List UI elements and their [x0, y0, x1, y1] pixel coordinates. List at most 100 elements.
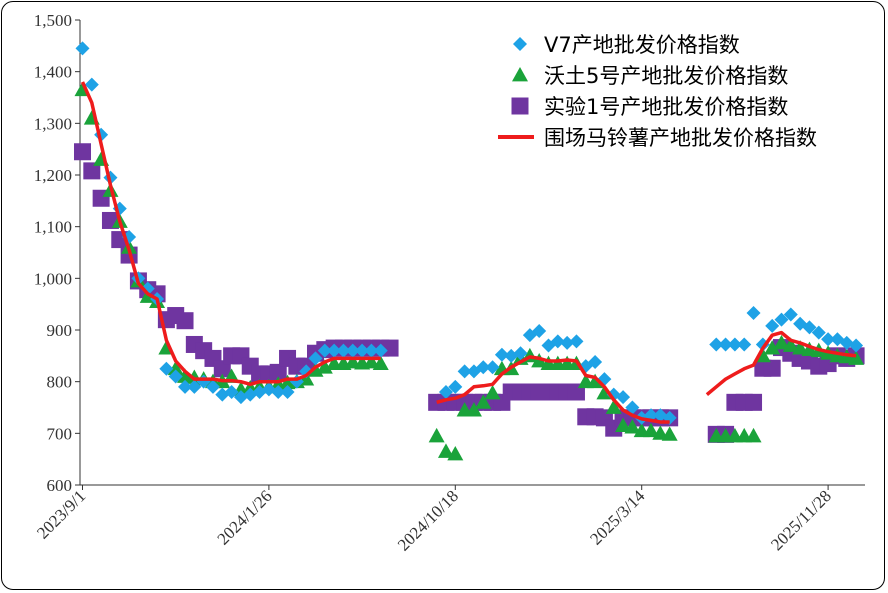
- data-point: [345, 343, 360, 358]
- data-point: [588, 355, 603, 370]
- data-point: [587, 373, 604, 389]
- data-point: [224, 385, 239, 399]
- data-point: [205, 379, 220, 394]
- data-point: [569, 334, 584, 349]
- x-tick-label: 2024/10/18: [394, 486, 462, 554]
- data-point: [438, 385, 453, 399]
- legend-swatch: [511, 97, 529, 115]
- data-point: [316, 359, 333, 374]
- data-point: [849, 338, 864, 353]
- data-point: [513, 346, 528, 361]
- data-point: [625, 400, 640, 415]
- y-tick-label: 1,100: [34, 218, 72, 237]
- chart-marks: [74, 41, 865, 461]
- y-tick-label: 1,500: [34, 11, 72, 30]
- data-point: [792, 340, 809, 355]
- y-tick-label: 800: [47, 373, 73, 392]
- data-point: [494, 347, 509, 362]
- data-point: [821, 332, 836, 347]
- data-point: [763, 359, 781, 377]
- series-line-segment: [705, 330, 857, 396]
- data-point: [317, 343, 332, 358]
- legend-swatch: [512, 67, 528, 82]
- data-point: [83, 162, 101, 180]
- data-point: [75, 41, 90, 56]
- legend: V7产地批发价格指数沃土5号产地批发价格指数实验1号产地批发价格指数围场马铃薯产…: [498, 33, 817, 150]
- data-point: [848, 350, 865, 365]
- data-point: [308, 351, 323, 366]
- legend-swatch: [513, 37, 527, 51]
- legend-label: 围场马铃薯产地批发价格指数: [544, 126, 817, 150]
- data-point: [765, 318, 780, 333]
- y-tick-label: 600: [47, 476, 73, 495]
- data-point: [437, 443, 454, 458]
- data-point: [363, 354, 380, 369]
- data-point: [773, 334, 790, 350]
- data-point: [782, 337, 799, 352]
- y-tick-label: 1,300: [34, 114, 72, 133]
- y-tick-label: 1,200: [34, 166, 72, 185]
- y-tick-label: 1,000: [34, 269, 72, 288]
- data-point: [187, 379, 202, 394]
- data-point: [355, 343, 370, 358]
- data-point: [159, 361, 174, 376]
- data-point: [74, 143, 91, 161]
- data-point: [243, 387, 258, 402]
- data-point: [178, 379, 193, 394]
- data-point: [802, 320, 817, 335]
- data-point: [643, 422, 660, 438]
- data-point: [327, 343, 342, 358]
- series-line-segment: [80, 81, 381, 387]
- data-point: [447, 446, 464, 461]
- data-point: [615, 417, 632, 432]
- data-point: [783, 307, 798, 322]
- data-point: [448, 379, 463, 394]
- data-point: [269, 363, 287, 381]
- data-point: [774, 312, 789, 327]
- data-point: [299, 364, 314, 379]
- data-point: [718, 337, 733, 352]
- data-point: [168, 369, 183, 384]
- data-point: [428, 427, 445, 443]
- data-point: [457, 364, 472, 379]
- axes: 600 700 800 900 1,000 1,100 1,200 1,300 1,400 1,5…: [33, 11, 865, 555]
- x-tick-label: 2024/1/26: [214, 486, 276, 548]
- data-point: [560, 335, 575, 350]
- data-point: [213, 360, 231, 378]
- y-tick-label: 1,400: [34, 63, 72, 82]
- x-tick-label: 2025/3/14: [586, 486, 649, 549]
- data-point: [745, 427, 762, 443]
- legend-label: V7产地批发价格指数: [544, 33, 740, 57]
- data-point: [616, 390, 631, 405]
- data-point: [485, 360, 500, 375]
- data-point: [280, 385, 295, 399]
- data-point: [84, 77, 99, 92]
- data-point: [484, 385, 501, 400]
- data-point: [465, 402, 482, 417]
- legend-label: 实验1号产地批发价格指数: [544, 95, 788, 119]
- y-tick-label: 700: [47, 424, 73, 443]
- data-point: [661, 426, 678, 441]
- data-point: [476, 360, 491, 375]
- series-line-segment: [436, 355, 670, 424]
- series-2: [74, 143, 865, 443]
- data-point: [373, 343, 388, 358]
- data-point: [605, 399, 622, 414]
- data-point: [122, 230, 137, 244]
- data-point: [532, 324, 547, 339]
- data-point: [271, 385, 286, 399]
- data-point: [745, 393, 763, 411]
- data-point: [167, 360, 184, 376]
- series-3: [80, 81, 857, 424]
- data-point: [336, 343, 351, 358]
- data-point: [475, 394, 492, 409]
- data-point: [550, 334, 565, 349]
- data-point: [176, 312, 194, 330]
- data-point: [372, 355, 389, 370]
- data-point: [624, 419, 641, 434]
- data-point: [746, 305, 761, 320]
- y-tick-label: 900: [47, 321, 73, 340]
- data-point: [727, 337, 742, 352]
- data-point: [709, 337, 724, 352]
